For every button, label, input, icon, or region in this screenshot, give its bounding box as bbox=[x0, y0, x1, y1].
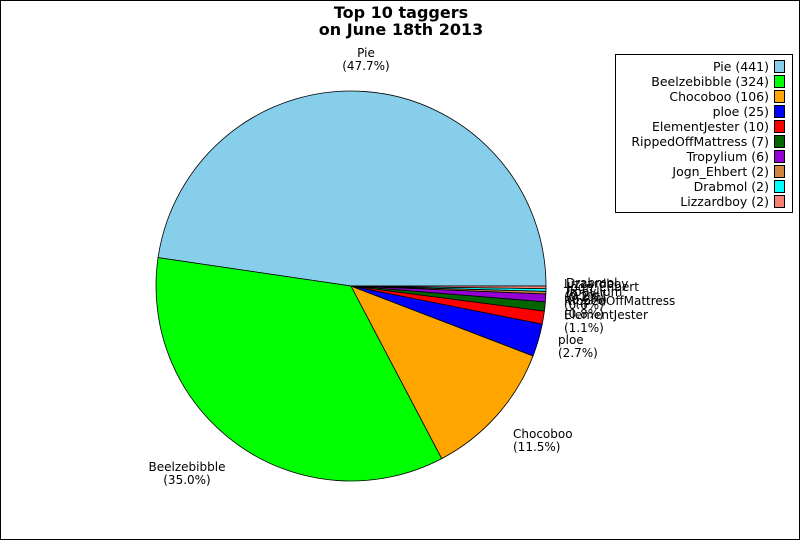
legend-item-rippedoffmattress: RippedOffMattress (7) bbox=[631, 134, 785, 149]
slice-label-pie: Pie(47.7%) bbox=[342, 46, 389, 73]
legend-swatch bbox=[774, 135, 785, 148]
legend-swatch bbox=[774, 195, 785, 208]
legend-label: Tropylium (6) bbox=[686, 149, 769, 164]
legend-item-jogn-ehbert: Jogn_Ehbert (2) bbox=[672, 164, 785, 179]
slice-percent-chocoboo: (11.5%) bbox=[513, 440, 560, 454]
legend-label: Chocoboo (106) bbox=[669, 89, 769, 104]
legend-label: Lizzardboy (2) bbox=[680, 194, 769, 209]
legend-label: Beelzebibble (324) bbox=[651, 74, 769, 89]
chart-title-line-1: Top 10 taggers bbox=[333, 3, 469, 22]
legend-swatch bbox=[774, 180, 785, 193]
legend-label: ElementJester (10) bbox=[651, 119, 769, 134]
slice-label-elementjester: ElementJester(1.1%) bbox=[564, 308, 648, 335]
slice-percent-drabmol: (0.2%) bbox=[566, 289, 606, 303]
slice-name-pie: Pie bbox=[357, 46, 375, 60]
slice-name-beelzebibble: Beelzebibble bbox=[149, 460, 226, 474]
legend-swatch bbox=[774, 105, 785, 118]
slice-label-beelzebibble: Beelzebibble(35.0%) bbox=[149, 460, 226, 487]
slice-name-drabmol: Drabmol bbox=[566, 276, 618, 290]
legend-swatch bbox=[774, 150, 785, 163]
legend-item-drabmol: Drabmol (2) bbox=[694, 179, 785, 194]
slice-percent-jogn-ehbert: (0.2%) bbox=[567, 293, 607, 307]
slice-label-ploe: ploe(2.7%) bbox=[558, 333, 598, 360]
chart-title-line-2: on June 18th 2013 bbox=[318, 20, 484, 39]
legend-label: Pie (441) bbox=[712, 59, 769, 74]
slice-percent-beelzebibble: (35.0%) bbox=[163, 473, 210, 487]
legend-swatch bbox=[774, 165, 785, 178]
legend-label: Drabmol (2) bbox=[693, 179, 769, 194]
slice-name-ploe: ploe bbox=[558, 333, 584, 347]
legend-item-beelzebibble: Beelzebibble (324) bbox=[651, 74, 785, 89]
slice-label-chocoboo: Chocoboo(11.5%) bbox=[513, 427, 573, 454]
slice-name-chocoboo: Chocoboo bbox=[513, 427, 573, 441]
legend-swatch bbox=[774, 75, 785, 88]
slice-label-rippedoffmattress: RippedOffMattress(0.8%) bbox=[564, 294, 675, 321]
slice-label-tropylium: Tropylium(0.6%) bbox=[563, 285, 622, 312]
slice-name-jogn-ehbert: Jogn_Ehbert bbox=[566, 280, 639, 294]
pie-slice-pie bbox=[157, 90, 547, 287]
legend: Pie (441) Beelzebibble (324) Chocoboo (106… bbox=[615, 54, 793, 213]
legend-label: ploe (25) bbox=[712, 104, 769, 119]
pie-slice-chocoboo bbox=[350, 285, 534, 460]
legend-swatch bbox=[774, 60, 785, 73]
slice-percent-elementjester: (1.1%) bbox=[564, 321, 604, 335]
slice-percent-pie: (47.7%) bbox=[342, 59, 389, 73]
pie-slice-lizzardboy bbox=[350, 285, 547, 290]
slice-name-rippedoffmattress: RippedOffMattress bbox=[564, 294, 675, 308]
legend-item-tropylium: Tropylium (6) bbox=[687, 149, 785, 164]
legend-swatch bbox=[774, 90, 785, 103]
slice-label-drabmol: Drabmol(0.2%) bbox=[566, 276, 618, 303]
legend-item-chocoboo: Chocoboo (106) bbox=[669, 89, 785, 104]
slice-name-lizzardboy: Lizzardboy bbox=[564, 277, 628, 291]
slice-name-tropylium: Tropylium bbox=[563, 285, 622, 299]
slice-percent-ploe: (2.7%) bbox=[558, 346, 598, 360]
slice-label-lizzardboy: Lizzardboy(0.2%) bbox=[564, 277, 628, 304]
slice-percent-rippedoffmattress: (0.8%) bbox=[564, 307, 604, 321]
legend-label: Jogn_Ehbert (2) bbox=[672, 164, 769, 179]
legend-swatch bbox=[774, 120, 785, 133]
legend-item-elementjester: ElementJester (10) bbox=[652, 119, 785, 134]
slice-percent-tropylium: (0.6%) bbox=[564, 298, 604, 312]
slice-percent-lizzardboy: (0.2%) bbox=[564, 290, 604, 304]
legend-item-pie: Pie (441) bbox=[713, 59, 785, 74]
chart-title: Top 10 taggers on June 18th 2013 bbox=[1, 4, 800, 38]
pie-slice-beelzebibble bbox=[155, 257, 443, 482]
legend-item-ploe: ploe (25) bbox=[713, 104, 785, 119]
legend-item-lizzardboy: Lizzardboy (2) bbox=[680, 194, 785, 209]
legend-label: RippedOffMattress (7) bbox=[631, 134, 769, 149]
slice-label-jogn-ehbert: Jogn_Ehbert(0.2%) bbox=[566, 280, 639, 307]
slice-name-elementjester: ElementJester bbox=[564, 308, 648, 322]
